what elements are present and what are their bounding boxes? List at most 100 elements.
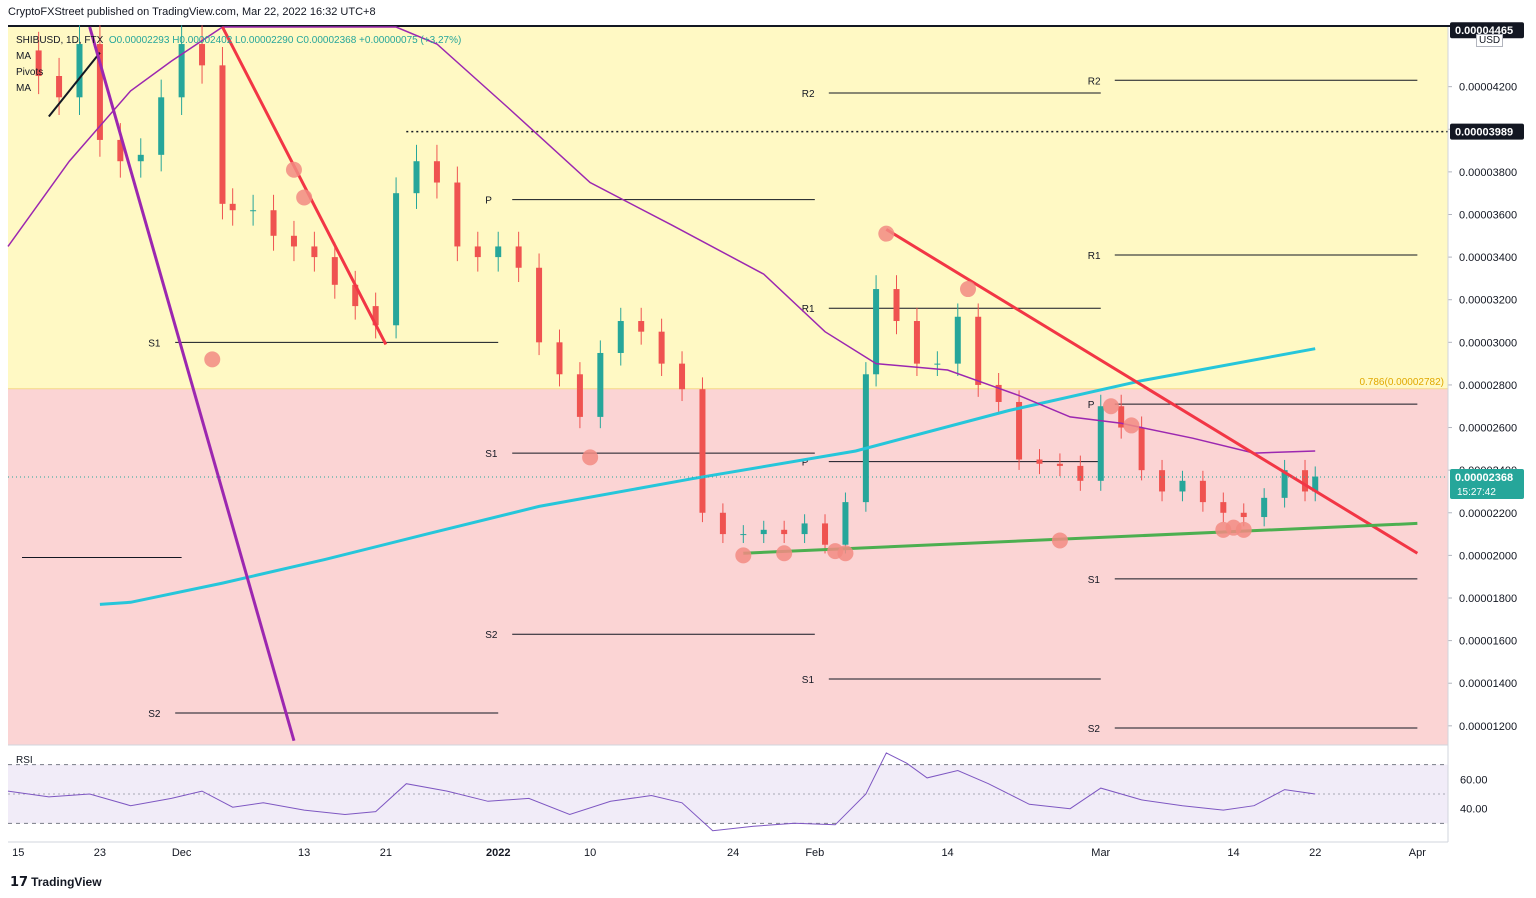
candle-body — [781, 529, 788, 535]
trendlines — [48, 26, 1419, 742]
countdown-timer: 15:27:42 — [1457, 487, 1496, 498]
candle-body — [413, 161, 420, 194]
candle-body — [1179, 480, 1186, 492]
legend-row-symbol: SHIBUSD, 1D, FTX O0.00002293 H0.00002402… — [16, 33, 461, 49]
candle-body — [250, 210, 257, 212]
candle-body — [158, 97, 165, 155]
pivot-label: P — [1088, 400, 1095, 411]
pivot-label: R2 — [802, 89, 815, 100]
pivot-label: S2 — [148, 709, 161, 720]
candle-body — [1312, 476, 1319, 492]
price-tick-label: 0.00002200 — [1459, 508, 1517, 520]
candle-body — [229, 203, 236, 211]
candle-body — [617, 321, 624, 353]
time-tick-label: 14 — [1227, 847, 1239, 859]
pivot-label: S1 — [802, 675, 815, 686]
candle-body — [393, 193, 400, 326]
pivot-label: R1 — [1088, 251, 1101, 262]
candle-body — [719, 512, 726, 535]
candle-body — [699, 389, 706, 513]
legend-indicator-ma-2[interactable]: MA — [16, 83, 31, 94]
candle-body — [801, 523, 808, 535]
touch-marker — [1123, 417, 1140, 434]
pivot-label: S2 — [1088, 724, 1101, 735]
candle-body — [1159, 470, 1166, 492]
price-tick-label: 0.00001800 — [1459, 593, 1517, 605]
candle-body — [975, 316, 982, 385]
candle-body — [536, 267, 543, 343]
candle-body — [1036, 459, 1043, 464]
chart-legend: SHIBUSD, 1D, FTX O0.00002293 H0.00002402… — [16, 33, 461, 97]
pivot-label: P — [485, 196, 492, 207]
tradingview-brand: 17 TradingView — [10, 875, 102, 890]
lower-zone — [8, 388, 1448, 745]
candle-body — [474, 246, 481, 258]
candle-body — [556, 342, 563, 375]
candle-body — [270, 210, 277, 236]
price-tick-label: 0.00003200 — [1459, 295, 1517, 307]
price-badge — [1450, 22, 1524, 39]
rsi-tick-label: 40.00 — [1460, 804, 1488, 816]
pivot-label: S2 — [485, 630, 498, 641]
legend-ohlc: O0.00002293 H0.00002402 L0.00002290 C0.0… — [108, 35, 462, 46]
price-tick-label: 0.00001400 — [1459, 678, 1517, 690]
time-tick-label: 14 — [941, 847, 953, 859]
candle-body — [913, 321, 920, 364]
pivot-label: S1 — [485, 449, 498, 460]
candle-body — [862, 374, 869, 503]
pivot-label: S1 — [1088, 575, 1101, 586]
rsi-line — [7, 752, 1316, 832]
time-tick-label: Feb — [805, 847, 824, 859]
candle-body — [372, 306, 379, 326]
price-tick-label: 0.00002600 — [1459, 423, 1517, 435]
legend-symbol: SHIBUSD, 1D, FTX — [16, 35, 104, 46]
price-badge — [1450, 123, 1524, 140]
candle-body — [1220, 502, 1227, 513]
candle-body — [995, 384, 1002, 402]
candle-body — [1056, 463, 1063, 466]
time-tick-label: 10 — [584, 847, 596, 859]
candle-body — [1016, 401, 1023, 460]
touch-marker — [296, 189, 313, 206]
legend-indicator-pivots[interactable]: Pivots — [16, 67, 44, 78]
legend-indicator-ma-1[interactable]: MA — [16, 51, 31, 62]
candle-body — [56, 76, 63, 98]
candle-body — [1118, 406, 1125, 428]
moving-averages — [7, 26, 1316, 606]
touch-marker — [960, 281, 976, 298]
time-tick-label: 15 — [12, 847, 24, 859]
candle-body — [76, 44, 83, 98]
touch-marker — [582, 449, 599, 466]
touch-marker — [837, 545, 854, 562]
price-badge-value: 0.00003989 — [1455, 127, 1513, 139]
pivot-label: S1 — [148, 338, 161, 349]
upper-zone — [8, 27, 1448, 389]
candle-body — [1281, 470, 1288, 498]
rsi-panel — [7, 752, 1448, 832]
candle-body — [219, 65, 226, 204]
candle-body — [178, 44, 185, 98]
tradingview-name: TradingView — [31, 875, 102, 889]
candle-body — [679, 363, 686, 390]
red-trendline-2 — [885, 228, 1419, 555]
candle-body — [893, 289, 900, 322]
price-tick-label: 0.00003400 — [1459, 252, 1517, 264]
candle-body — [1138, 427, 1145, 471]
candle-body — [331, 257, 338, 285]
publisher-caption: CryptoFXStreet published on TradingView.… — [8, 6, 376, 18]
currency-label[interactable]: USD — [1476, 34, 1504, 47]
red-trendline-1 — [221, 26, 388, 346]
candle-body — [199, 44, 206, 66]
touch-marker — [735, 547, 752, 564]
candle-body — [352, 284, 359, 307]
candle-body — [873, 289, 880, 375]
candle-body — [1199, 480, 1206, 503]
candle-body — [760, 529, 767, 535]
candle-body — [137, 154, 144, 162]
candle-body — [842, 502, 849, 545]
candle-body — [658, 331, 665, 364]
candle-body — [433, 161, 440, 183]
touch-marker — [878, 225, 895, 242]
axes: 0.00001200 0.00001400 0.00001600 0.00001800… — [8, 22, 1524, 859]
